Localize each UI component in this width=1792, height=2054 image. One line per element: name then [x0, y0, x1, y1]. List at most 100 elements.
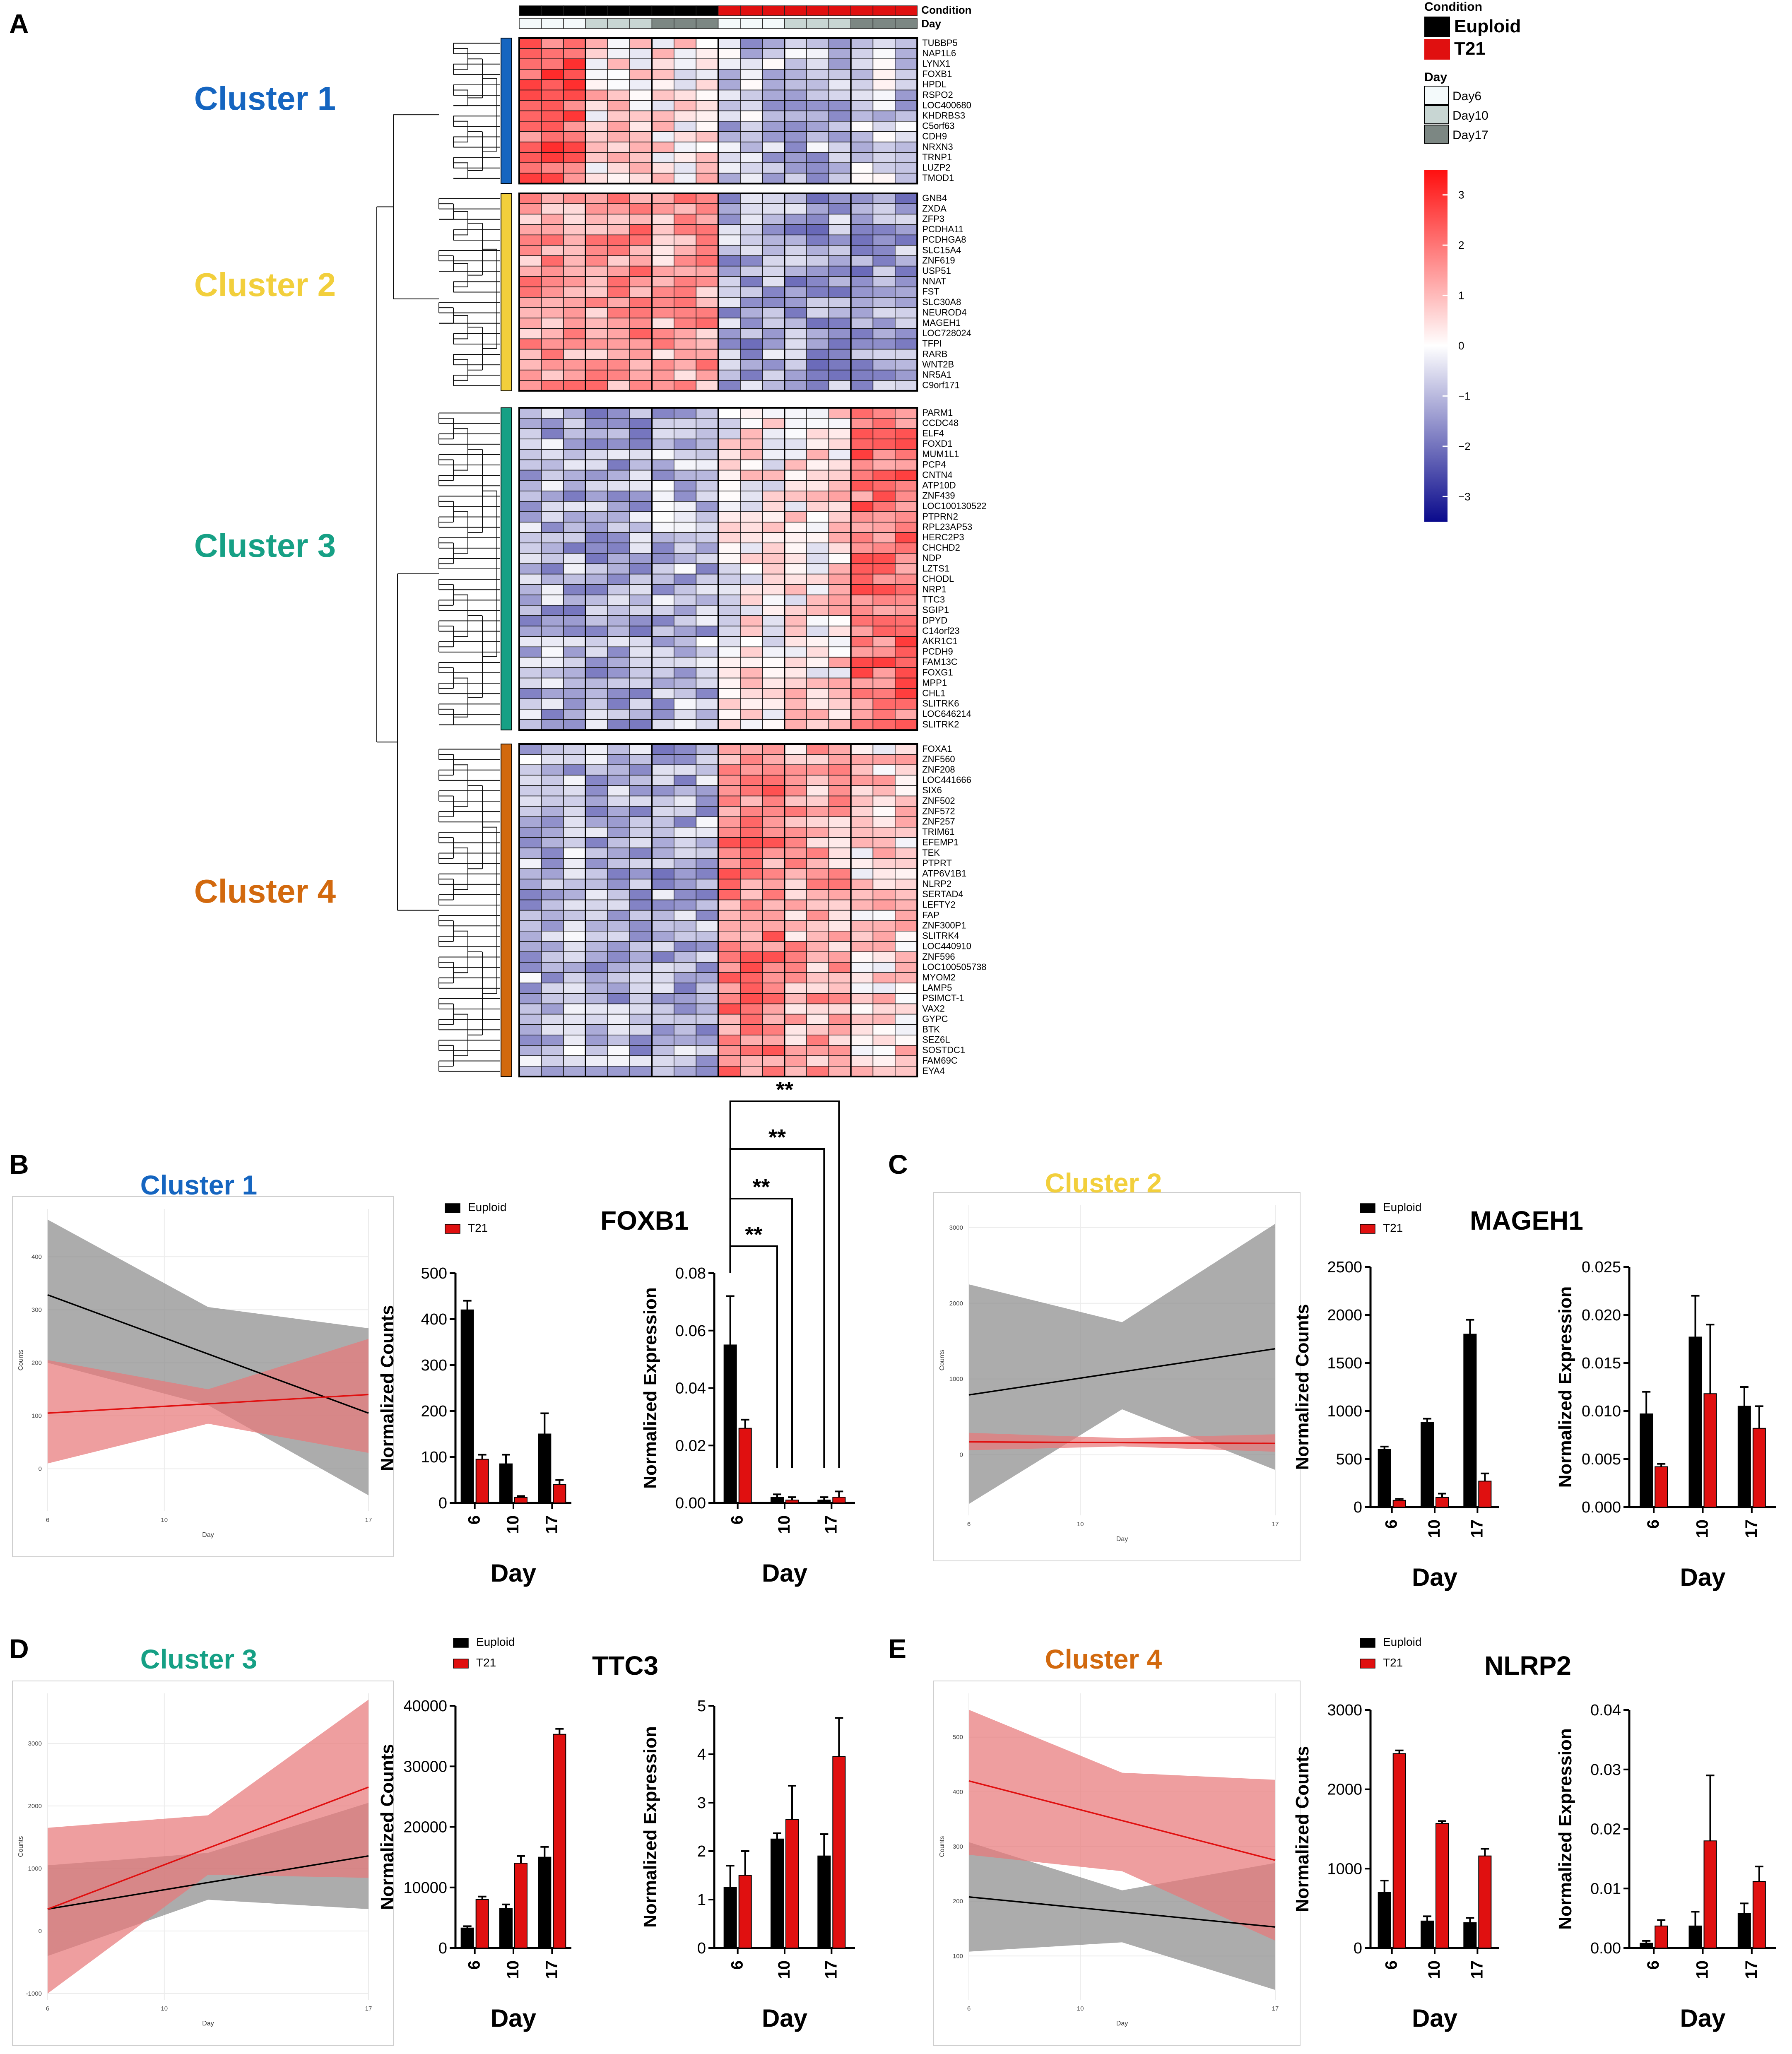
heatmap-cell: [651, 795, 674, 807]
heatmap-cell: [607, 255, 630, 267]
heatmap-cell: [607, 563, 630, 575]
heatmap-cell: [674, 605, 697, 616]
heatmap-cell: [629, 848, 653, 859]
heatmap-cell: [607, 657, 630, 668]
heatmap-cell: [828, 214, 851, 225]
heatmap-cell: [806, 255, 829, 267]
heatmap-cell: [740, 69, 763, 80]
heatmap-cell: [806, 1003, 829, 1015]
x-tick-label: 6: [465, 1960, 484, 1970]
heatmap-cell: [674, 48, 697, 59]
heatmap-cell: [872, 276, 896, 287]
heatmap-cell: [696, 491, 719, 502]
heatmap-cell: [806, 858, 829, 869]
heatmap-cell: [762, 203, 785, 215]
y-tick-label: 0: [438, 1940, 447, 1957]
heatmap-cell: [607, 214, 630, 225]
heatmap-cell: [607, 89, 630, 101]
heatmap-cell: [784, 795, 807, 807]
heatmap-cell: [696, 646, 719, 658]
heatmap-cell: [895, 837, 918, 848]
heatmap-cell: [696, 837, 719, 848]
heatmap-cell: [828, 359, 851, 371]
heatmap-cell: [762, 1045, 785, 1056]
heatmap-cell: [519, 553, 542, 564]
heatmap-cell: [674, 338, 697, 350]
heatmap-cell: [740, 173, 763, 184]
heatmap-cell: [541, 1055, 564, 1067]
heatmap-cell: [541, 806, 564, 817]
heatmap-cell: [519, 646, 542, 658]
heatmap-cell: [784, 162, 807, 174]
heatmap-cell: [784, 276, 807, 287]
heatmap-cell: [607, 1003, 630, 1015]
heatmap-cell: [895, 688, 918, 699]
heatmap-cell: [895, 307, 918, 318]
heatmap-cell: [718, 858, 741, 869]
heatmap-cell: [762, 369, 785, 381]
heatmap-cell: [541, 501, 564, 512]
heatmap-cell: [607, 595, 630, 606]
heatmap-cell: [674, 79, 697, 91]
heatmap-cell: [563, 962, 586, 973]
heatmap-cell: [651, 173, 674, 184]
heatmap-cell: [872, 584, 896, 595]
bar-euploid-day-17: [1463, 1334, 1477, 1507]
heatmap-cell: [519, 480, 542, 491]
heatmap-cell: [519, 667, 542, 679]
heatmap-cell: [784, 193, 807, 204]
heatmap-cell: [806, 657, 829, 668]
legend-swatch: [445, 1224, 460, 1234]
heatmap-cell: [718, 542, 741, 554]
heatmap-cell: [762, 173, 785, 184]
heatmap-cell: [718, 775, 741, 786]
heatmap-cell: [872, 407, 896, 419]
heatmap-cell: [541, 858, 564, 869]
heatmap-cell: [607, 719, 630, 730]
heatmap-cell: [718, 349, 741, 360]
heatmap-cell: [651, 931, 674, 942]
x-tick-label: 10: [775, 1515, 793, 1534]
heatmap-cell: [629, 338, 653, 350]
heatmap-cell: [828, 407, 851, 419]
heatmap-cell: [806, 1045, 829, 1056]
heatmap-cell: [674, 563, 697, 575]
heatmap-cell: [651, 837, 674, 848]
y-axis-label: Counts: [17, 1836, 24, 1857]
heatmap-cell: [784, 224, 807, 236]
heatmap-cell: [850, 522, 874, 533]
heatmap-cell: [607, 193, 630, 204]
heatmap-cell: [607, 775, 630, 786]
heatmap-cell: [563, 785, 586, 797]
heatmap-cell: [563, 480, 586, 491]
heatmap-cell: [784, 972, 807, 984]
heatmap-cell: [629, 605, 653, 616]
bar-t21-day-17: [1752, 1428, 1766, 1508]
gene-label: C5orf63: [922, 121, 954, 131]
heatmap-cell: [607, 152, 630, 164]
heatmap-cell: [585, 328, 608, 340]
heatmap-cell: [651, 214, 674, 225]
heatmap-cell: [784, 1045, 807, 1056]
heatmap-cell: [585, 931, 608, 942]
heatmap-cell: [872, 38, 896, 49]
heatmap-cell: [850, 626, 874, 637]
heatmap-cell: [696, 48, 719, 59]
heatmap-cell: [651, 470, 674, 481]
heatmap-cell: [585, 646, 608, 658]
heatmap-cell: [629, 418, 653, 429]
condition-annotation-cell: [696, 5, 719, 16]
heatmap-cell: [850, 806, 874, 817]
heatmap-cell: [718, 428, 741, 440]
heatmap-cell: [674, 380, 697, 391]
heatmap-cell: [806, 816, 829, 828]
heatmap-cell: [607, 203, 630, 215]
heatmap-cell: [651, 193, 674, 204]
heatmap-cell: [762, 827, 785, 838]
heatmap-cell: [850, 698, 874, 710]
heatmap-cell: [674, 69, 697, 80]
heatmap-cell: [651, 1045, 674, 1056]
heatmap-cell: [828, 224, 851, 236]
heatmap-cell: [541, 595, 564, 606]
heatmap-cell: [718, 532, 741, 544]
